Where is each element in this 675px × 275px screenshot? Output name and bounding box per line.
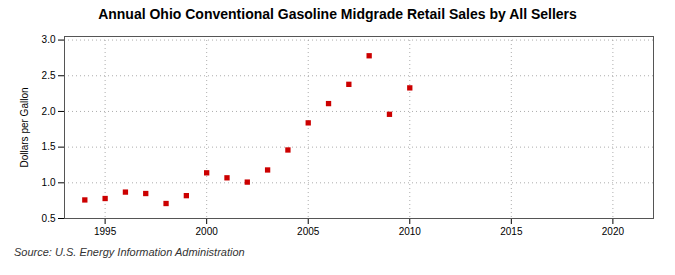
svg-text:0.5: 0.5 (42, 213, 56, 224)
svg-text:Dollars per Gallon: Dollars per Gallon (19, 87, 30, 167)
html-text:Source: U.S. Energy Informatio: Source: U.S. Energy Information Administ… (14, 246, 245, 258)
svg-text:1.0: 1.0 (42, 177, 56, 188)
svg-text:2000: 2000 (196, 226, 219, 237)
svg-text:2.0: 2.0 (42, 106, 56, 117)
svg-text:2.5: 2.5 (42, 70, 56, 81)
svg-text:2010: 2010 (399, 226, 422, 237)
svg-text:2020: 2020 (602, 226, 625, 237)
svg-text:3.0: 3.0 (42, 34, 56, 45)
html-text:Annual Ohio Conventional Gasol: Annual Ohio Conventional Gasoline Midgra… (98, 6, 577, 22)
svg-text:1.5: 1.5 (42, 141, 56, 152)
svg-text:2015: 2015 (500, 226, 523, 237)
svg-text:1995: 1995 (94, 226, 117, 237)
svg-text:2005: 2005 (297, 226, 320, 237)
